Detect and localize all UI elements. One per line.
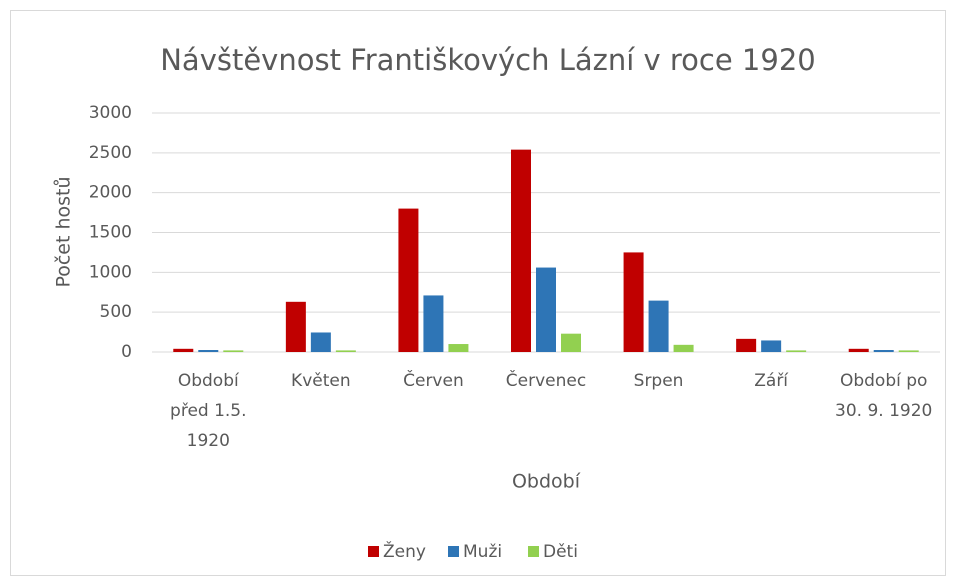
- bar: [648, 300, 669, 352]
- bar: [223, 350, 244, 352]
- y-tick-label: 3000: [89, 103, 132, 123]
- x-tick-label: Srpen: [633, 371, 684, 391]
- bar: [423, 295, 444, 352]
- bar: [335, 350, 356, 352]
- bar: [198, 350, 219, 352]
- x-tick-label: Květen: [291, 371, 351, 391]
- bar: [173, 348, 194, 352]
- legend-label: Ženy: [383, 540, 426, 562]
- legend-label: Děti: [543, 542, 578, 562]
- legend-swatch: [448, 546, 459, 557]
- bar: [848, 348, 869, 352]
- y-tick-label: 2000: [89, 183, 132, 203]
- legend-swatch: [368, 546, 379, 557]
- bar: [561, 333, 581, 352]
- y-tick-label: 1000: [89, 262, 132, 282]
- bar: [511, 149, 531, 352]
- bar: [398, 208, 419, 352]
- x-tick-label: Období před 1.5. 1920: [170, 371, 247, 451]
- y-tick-label: 500: [100, 302, 132, 322]
- y-tick-label: 0: [121, 342, 132, 362]
- x-tick-label: Září: [754, 371, 789, 391]
- legend-swatch: [528, 546, 539, 557]
- bar: [873, 350, 894, 352]
- bar: [285, 301, 306, 352]
- bar: [536, 267, 556, 352]
- x-tick-label: Červenec: [505, 371, 587, 391]
- bar: [736, 338, 757, 352]
- chart-border: [10, 10, 946, 576]
- bar: [786, 350, 807, 352]
- x-axis-title: Období: [512, 471, 581, 493]
- bar: [623, 252, 644, 352]
- bar: [673, 344, 694, 352]
- x-tick-label: Období po 30. 9. 1920: [835, 371, 933, 421]
- bar: [310, 332, 331, 352]
- x-tick-label: Červen: [403, 371, 464, 391]
- y-tick-label: 2500: [89, 143, 132, 163]
- legend-label: Muži: [463, 542, 502, 562]
- chart-title: Návštěvnost Františkových Lázní v roce 1…: [160, 43, 816, 77]
- bar: [898, 350, 919, 352]
- bar: [448, 344, 469, 352]
- y-tick-label: 1500: [89, 223, 132, 243]
- bar: [761, 340, 782, 352]
- y-axis-title: Počet hostů: [53, 176, 75, 287]
